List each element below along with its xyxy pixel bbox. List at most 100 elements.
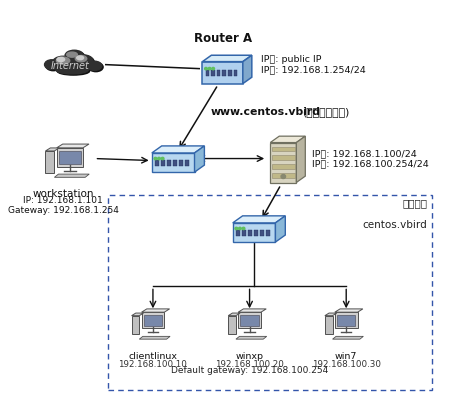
Ellipse shape — [87, 61, 102, 71]
Text: IP外: 192.168.1.100/24
IP內: 192.168.100.254/24: IP外: 192.168.1.100/24 IP內: 192.168.100.2… — [313, 149, 429, 168]
Ellipse shape — [75, 56, 94, 68]
Text: (本書講的主機): (本書講的主機) — [302, 107, 350, 117]
Ellipse shape — [53, 56, 74, 69]
FancyBboxPatch shape — [272, 164, 294, 169]
Ellipse shape — [76, 56, 84, 60]
Polygon shape — [332, 336, 363, 339]
Polygon shape — [238, 312, 261, 328]
Polygon shape — [142, 309, 170, 312]
FancyBboxPatch shape — [266, 230, 270, 236]
FancyBboxPatch shape — [167, 160, 171, 166]
FancyBboxPatch shape — [234, 70, 238, 76]
Ellipse shape — [65, 50, 84, 61]
FancyBboxPatch shape — [211, 70, 215, 76]
Ellipse shape — [66, 52, 77, 57]
Polygon shape — [238, 309, 266, 312]
Ellipse shape — [57, 57, 65, 61]
Text: 192.168.100.30: 192.168.100.30 — [312, 360, 380, 369]
FancyBboxPatch shape — [155, 160, 159, 166]
Polygon shape — [152, 146, 204, 153]
Circle shape — [158, 157, 161, 160]
Polygon shape — [240, 315, 259, 326]
Text: IP外: public IP
IP內: 192.168.1.254/24: IP外: public IP IP內: 192.168.1.254/24 — [261, 55, 366, 74]
Ellipse shape — [57, 67, 90, 75]
FancyBboxPatch shape — [161, 160, 165, 166]
Polygon shape — [59, 151, 81, 164]
FancyBboxPatch shape — [242, 230, 246, 236]
Circle shape — [212, 67, 215, 70]
Polygon shape — [233, 216, 285, 223]
Polygon shape — [335, 309, 363, 312]
Polygon shape — [46, 151, 55, 172]
Ellipse shape — [54, 57, 75, 70]
Circle shape — [238, 227, 241, 230]
Text: winxp: winxp — [236, 352, 264, 361]
FancyBboxPatch shape — [217, 70, 220, 76]
Polygon shape — [144, 315, 162, 326]
Ellipse shape — [74, 55, 93, 67]
FancyBboxPatch shape — [272, 146, 294, 151]
FancyBboxPatch shape — [228, 70, 232, 76]
Polygon shape — [270, 143, 296, 182]
Text: centos.vbird: centos.vbird — [362, 221, 427, 231]
Polygon shape — [337, 315, 355, 326]
Polygon shape — [233, 223, 276, 242]
Circle shape — [154, 157, 157, 160]
Text: IP: 192.168.1.101
Gateway: 192.168.1.254: IP: 192.168.1.101 Gateway: 192.168.1.254 — [8, 196, 118, 215]
Ellipse shape — [46, 61, 60, 71]
Polygon shape — [202, 55, 252, 62]
Text: www.centos.vbird: www.centos.vbird — [210, 107, 320, 117]
Ellipse shape — [76, 55, 87, 62]
FancyBboxPatch shape — [272, 173, 294, 178]
Text: workstation: workstation — [32, 188, 94, 198]
Text: Internet: Internet — [50, 61, 89, 71]
Ellipse shape — [66, 51, 85, 62]
Polygon shape — [243, 55, 252, 84]
Circle shape — [161, 157, 164, 160]
Polygon shape — [132, 316, 139, 334]
Polygon shape — [296, 136, 305, 182]
Ellipse shape — [45, 60, 59, 69]
Circle shape — [208, 67, 211, 70]
FancyBboxPatch shape — [236, 230, 240, 236]
Polygon shape — [236, 336, 267, 339]
Text: 192.168.100.10: 192.168.100.10 — [118, 360, 187, 369]
Polygon shape — [139, 336, 170, 339]
FancyBboxPatch shape — [260, 230, 264, 236]
FancyBboxPatch shape — [272, 155, 294, 160]
Text: clientlinux: clientlinux — [128, 352, 178, 361]
Polygon shape — [132, 313, 143, 316]
Polygon shape — [228, 313, 240, 316]
Polygon shape — [57, 144, 89, 148]
Polygon shape — [202, 62, 243, 84]
Polygon shape — [152, 153, 195, 172]
FancyBboxPatch shape — [185, 160, 189, 166]
Ellipse shape — [89, 63, 103, 72]
Circle shape — [281, 174, 285, 178]
FancyBboxPatch shape — [254, 230, 258, 236]
Ellipse shape — [56, 66, 88, 74]
Text: win7: win7 — [335, 352, 357, 361]
Polygon shape — [325, 313, 337, 316]
FancyBboxPatch shape — [222, 70, 226, 76]
Text: Default gateway: 192.168.100.254: Default gateway: 192.168.100.254 — [171, 366, 328, 375]
Text: Router A: Router A — [193, 32, 252, 45]
FancyBboxPatch shape — [206, 70, 209, 76]
Polygon shape — [57, 148, 83, 166]
FancyBboxPatch shape — [248, 230, 252, 236]
Polygon shape — [270, 136, 305, 143]
Polygon shape — [46, 148, 59, 151]
Circle shape — [242, 227, 245, 230]
Polygon shape — [142, 312, 164, 328]
Polygon shape — [228, 316, 236, 334]
FancyBboxPatch shape — [173, 160, 177, 166]
Circle shape — [235, 227, 238, 230]
Polygon shape — [325, 316, 332, 334]
Text: 192.168.100.20: 192.168.100.20 — [215, 360, 284, 369]
Polygon shape — [335, 312, 358, 328]
Circle shape — [205, 67, 207, 70]
FancyBboxPatch shape — [179, 160, 183, 166]
Polygon shape — [55, 174, 89, 177]
Ellipse shape — [57, 57, 70, 64]
Polygon shape — [195, 146, 204, 172]
